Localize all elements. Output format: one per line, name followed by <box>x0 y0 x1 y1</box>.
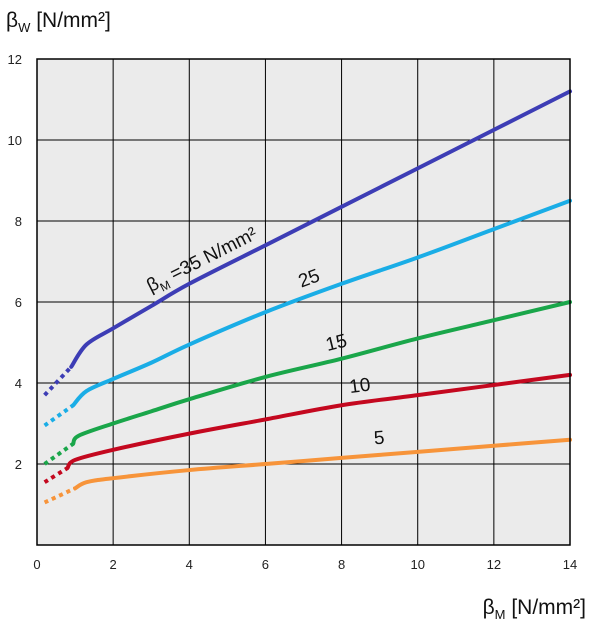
x-tick-label: 2 <box>110 557 117 572</box>
x-tick-label: 10 <box>410 557 424 572</box>
series-4-label-text: 5 <box>373 428 385 450</box>
series-3-line <box>65 372 572 471</box>
plot-frame <box>36 58 571 546</box>
x-axis-title: βM [N/mm²] <box>483 596 586 622</box>
y-tick-label: 8 <box>15 214 22 229</box>
series-layer <box>43 89 572 505</box>
series-4-label: 5 <box>373 428 385 450</box>
x-tick-label: 8 <box>338 557 345 572</box>
y-tick-label: 6 <box>15 295 22 310</box>
y-tick-label: 4 <box>15 376 22 391</box>
tick-labels: 0 2 4 6 8 10 12 14 2 4 6 8 10 12 <box>8 52 578 572</box>
y-axis-subscript: W <box>18 20 31 35</box>
series-4-dashed-line <box>43 486 76 505</box>
y-tick-label: 2 <box>15 457 22 472</box>
series-1-line <box>71 198 572 408</box>
series-0-dashed-line <box>43 365 73 397</box>
series-4-line <box>73 437 572 491</box>
y-tick-label: 10 <box>8 133 22 148</box>
series-2-label-text: 15 <box>324 331 350 356</box>
x-tick-label: 0 <box>33 557 40 572</box>
series-0-line <box>69 89 572 369</box>
x-tick-label: 6 <box>262 557 269 572</box>
x-axis-subscript: M <box>495 607 506 622</box>
grid-lines <box>37 59 570 545</box>
series-3-label: 10 <box>348 374 372 398</box>
y-tick-label: 12 <box>8 52 22 67</box>
series-2-line <box>71 300 572 446</box>
series-3-label-text: 10 <box>348 374 372 398</box>
y-axis-symbol: β <box>6 9 18 32</box>
x-tick-label: 4 <box>186 557 193 572</box>
series-2-label: 15 <box>324 331 350 356</box>
x-tick-label: 14 <box>563 557 577 572</box>
x-tick-label: 12 <box>487 557 501 572</box>
x-axis-unit: [N/mm²] <box>506 596 586 619</box>
x-axis-symbol: β <box>483 596 495 619</box>
y-axis-unit: [N/mm²] <box>30 9 110 32</box>
y-axis-title: βW [N/mm²] <box>6 9 111 35</box>
